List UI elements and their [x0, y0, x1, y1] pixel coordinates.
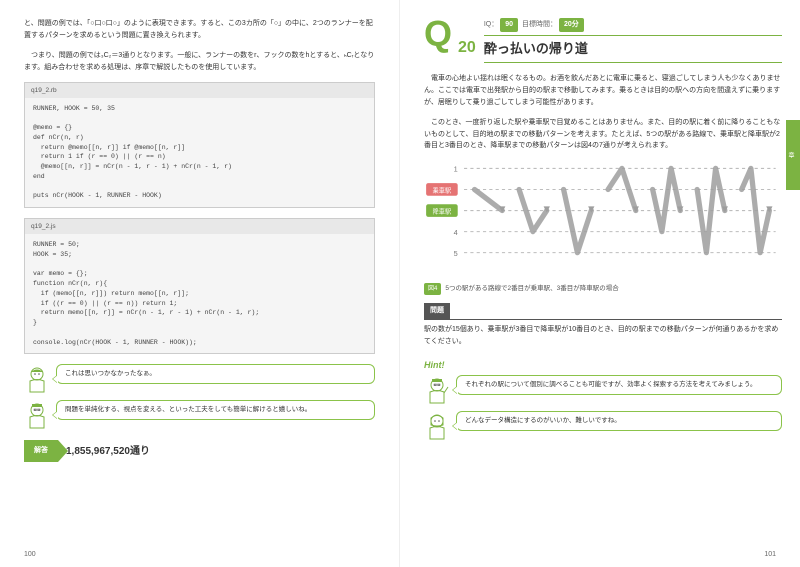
- code-content: RUNNER = 50; HOOK = 35; var memo = {}; f…: [25, 234, 374, 353]
- avatar-man-icon: [24, 400, 50, 430]
- code-block-ruby: q19_2.rb RUNNER, HOOK = 50, 35 @memo = {…: [24, 82, 375, 209]
- iq-label: IQ：: [484, 19, 498, 31]
- hint-label: Hint!: [424, 358, 782, 373]
- paragraph: 電車の心地よい揺れは眠くなるもの。お酒を飲んだあとに電車に乗ると、寝過ごしてしま…: [424, 73, 782, 109]
- page-101: Q 20 IQ：90 目標時間：20分 酔っ払いの帰り道 電車の心地よい揺れは眠…: [400, 0, 800, 567]
- paragraph: このとき、一度折り返した駅や乗車駅で目覚めることはありません。また、目的の駅に着…: [424, 117, 782, 153]
- stars-icon: ★★: [766, 148, 773, 162]
- page-100: と、問題の例では、「○口○口○」のように表現できます。すると、この3カ所の「○」…: [0, 0, 400, 567]
- question-title: 酔っ払いの帰り道: [484, 35, 782, 63]
- svg-text:4: 4: [454, 228, 458, 237]
- answer-label-arrow: 解答: [24, 440, 58, 462]
- svg-text:1: 1: [454, 165, 458, 174]
- problem-body: 駅の数が15個あり、乗車駅が3番目で降車駅が10番目のとき、目的の駅までの移動パ…: [424, 320, 782, 352]
- speech-row: これは思いつかなかったなぁ。: [24, 364, 375, 394]
- avatar-boy-icon: [24, 364, 50, 394]
- answer-row: 解答 1,855,967,520通り: [24, 440, 375, 462]
- figure-caption-text: 5つの駅がある路線で2番目が乗車駅、3番目が降車駅の場合: [445, 285, 618, 292]
- code-content: RUNNER, HOOK = 50, 35 @memo = {} def nCr…: [25, 98, 374, 208]
- q-badges: IQ：90 目標時間：20分: [484, 18, 782, 32]
- route-diagram: 12345乗車駅降車駅 図45つの駅がある路線で2番目が乗車駅、3番目が降車駅の…: [424, 160, 782, 295]
- code-filename: q19_2.js: [25, 219, 374, 234]
- chapter-tab: 第 2 章 初級編 ★★: [786, 120, 800, 190]
- svg-text:降車駅: 降車駅: [432, 207, 452, 216]
- speech-bubble: 問題を単純化する、視点を変える、といった工夫をしても簡単に解けると嬉しいね。: [56, 400, 375, 420]
- page-number: 100: [24, 549, 36, 561]
- speech-bubble: それぞれの駅について個別に調べることも可能ですが、効率よく探索する方法を考えてみ…: [456, 375, 782, 395]
- tab-chapter-suffix: 章: [786, 152, 795, 158]
- time-value: 20分: [559, 18, 584, 32]
- figure-badge: 図4: [424, 283, 441, 295]
- problem-box: 問題 駅の数が15個あり、乗車駅が3番目で降車駅が10番目のとき、目的の駅までの…: [424, 303, 782, 352]
- problem-label: 問題: [424, 303, 450, 319]
- q-letter: Q: [424, 18, 452, 50]
- q-number: 20: [458, 34, 476, 61]
- speech-bubble: どんなデータ構造にするのがいいか、難しいですね。: [456, 411, 782, 431]
- speech-row: どんなデータ構造にするのがいいか、難しいですね。: [424, 411, 782, 441]
- avatar-man-icon: [424, 375, 450, 405]
- avatar-girl-icon: [424, 411, 450, 441]
- speech-bubble: これは思いつかなかったなぁ。: [56, 364, 375, 384]
- page-number: 101: [764, 549, 776, 561]
- speech-row: 問題を単純化する、視点を変える、といった工夫をしても簡単に解けると嬉しいね。: [24, 400, 375, 430]
- code-filename: q19_2.rb: [25, 83, 374, 98]
- code-block-js: q19_2.js RUNNER = 50; HOOK = 35; var mem…: [24, 218, 375, 354]
- paragraph: つまり、問題の例では₃C₂＝3通りとなります。一般に、ランナーの数をr、フックの…: [24, 50, 375, 74]
- figure-caption: 図4 5つの駅がある路線で2番目が乗車駅、3番目が降車駅の場合: [424, 283, 782, 295]
- tab-section: 初級編: [775, 146, 784, 164]
- svg-text:5: 5: [454, 249, 458, 258]
- svg-text:乗車駅: 乗車駅: [432, 186, 452, 195]
- time-label: 目標時間：: [522, 19, 557, 31]
- iq-value: 90: [500, 18, 518, 32]
- paragraph: と、問題の例では、「○口○口○」のように表現できます。すると、この3カ所の「○」…: [24, 18, 375, 42]
- speech-row: それぞれの駅について個別に調べることも可能ですが、効率よく探索する方法を考えてみ…: [424, 375, 782, 405]
- question-header: Q 20 IQ：90 目標時間：20分 酔っ払いの帰り道: [424, 18, 782, 63]
- answer-value: 1,855,967,520通り: [66, 443, 150, 460]
